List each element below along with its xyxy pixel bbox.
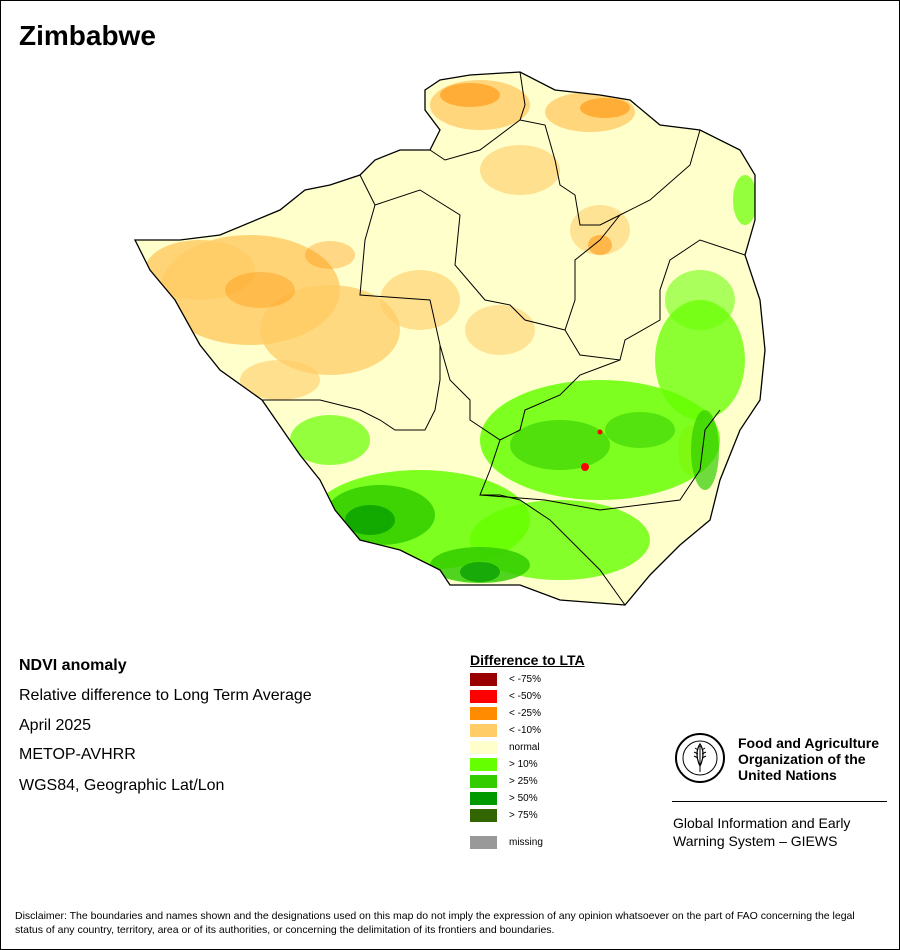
info-description: Relative difference to Long Term Average [19,687,312,704]
info-sensor: METOP-AVHRR [19,746,136,763]
wet-patch [655,300,745,420]
wet-patch [733,175,757,225]
legend-swatch [470,707,497,720]
wet-patch-very-strong [345,505,395,535]
wet-patch [290,415,370,465]
legend-label: > 25% [509,776,538,787]
legend-title: Difference to LTA [470,652,585,668]
legend-swatch [470,741,497,754]
wet-patch-strong [510,420,610,470]
legend-label: < -75% [509,674,541,685]
legend-swatch [470,724,497,737]
dry-patch [480,145,560,195]
wet-patch-strong [605,412,675,448]
legend-label: < -50% [509,691,541,702]
legend-swatch [470,690,497,703]
dry-patch [260,285,400,375]
legend-label: normal [509,742,540,753]
legend-label: > 75% [509,810,538,821]
legend-swatch [470,836,497,849]
disclaimer: Disclaimer: The boundaries and names sho… [15,910,855,936]
dry-patch [240,360,320,400]
legend-label: > 10% [509,759,538,770]
dry-patch [145,240,255,300]
anomaly-patches [145,80,757,583]
legend-label: < -25% [509,708,541,719]
info-product: NDVI anomaly [19,657,127,674]
info-projection: WGS84, Geographic Lat/Lon [19,777,225,794]
legend-swatch [470,792,497,805]
country-border [133,71,766,606]
legend-label: missing [509,837,543,848]
legend-swatch [470,775,497,788]
legend-label: < -10% [509,725,541,736]
legend-label: > 50% [509,793,538,804]
legend-swatch [470,673,497,686]
wet-patch-strong [691,410,719,490]
severe-dry-spot [597,429,603,435]
organization-name: Food and Agriculture Organization of the… [738,735,880,783]
dry-patch [380,270,460,330]
dry-patch-strong [580,98,630,118]
map-title: Zimbabwe [19,20,156,51]
dry-patch-strong [588,235,612,255]
info-period: April 2025 [19,717,92,734]
dry-patch-strong [440,83,500,107]
zimbabwe-ndvi-map [133,71,766,606]
legend-swatch [470,758,497,771]
divider [672,801,887,802]
wet-patch [665,270,735,330]
province-boundaries [262,71,746,606]
fao-logo [675,733,725,783]
system-name: Global Information and Early Warning Sys… [673,815,851,849]
dry-patch-strong [305,241,355,269]
dry-patch-strong [225,272,295,308]
wet-patch-very-strong [460,562,500,582]
legend-swatch [470,809,497,822]
severe-dry-spot [581,463,589,471]
dry-patch [465,305,535,355]
